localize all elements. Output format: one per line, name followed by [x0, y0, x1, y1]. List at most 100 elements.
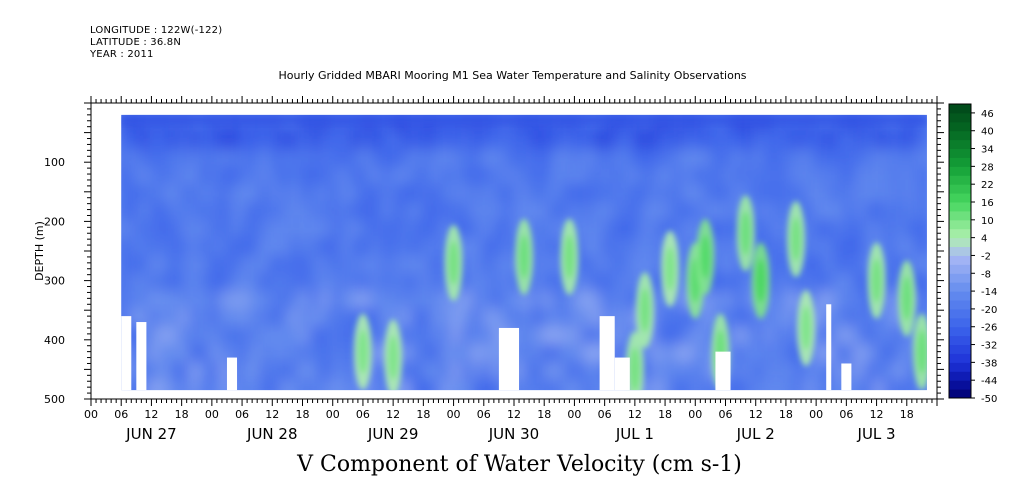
- colorbar-swatch: [949, 139, 971, 150]
- colorbar-swatch: [949, 255, 971, 265]
- colorbar-swatch: [949, 362, 971, 372]
- colorbar-swatch: [949, 371, 971, 381]
- x-tick-label: 00: [447, 408, 461, 421]
- field-cell: [420, 379, 437, 391]
- field-cell: [188, 379, 205, 391]
- colorbar-swatch: [949, 112, 971, 123]
- field-cell: [913, 237, 927, 259]
- field-cell: [329, 379, 346, 391]
- field-cell: [480, 379, 497, 391]
- field-cell: [289, 379, 306, 391]
- positive-patch-core: [519, 234, 530, 279]
- y-tick-label: 100: [44, 156, 65, 169]
- missing-block: [826, 304, 832, 391]
- x-tick-label: 18: [658, 408, 672, 421]
- colorbar-swatch: [949, 264, 971, 274]
- x-tick-label: 00: [84, 408, 98, 421]
- x-tick-label: 12: [628, 408, 642, 421]
- surface-band: [121, 114, 927, 125]
- x-tick-label: 18: [175, 408, 189, 421]
- x-tick-label: 06: [114, 408, 128, 421]
- field-cell: [450, 379, 467, 391]
- colorbar-swatch: [949, 335, 971, 346]
- field-cell: [913, 272, 927, 295]
- positive-patch-core: [791, 217, 801, 262]
- y-tick-label: 500: [44, 393, 65, 406]
- field-cell: [873, 379, 890, 391]
- field-cell: [652, 379, 669, 391]
- field-cell: [410, 379, 427, 391]
- colorbar-label: -8: [981, 269, 991, 280]
- field-cell: [692, 379, 709, 391]
- field-cell: [682, 379, 699, 391]
- colorbar-swatch: [949, 193, 971, 203]
- positive-patch-core: [901, 276, 912, 321]
- missing-block: [614, 357, 630, 391]
- y-tick-label: 300: [44, 275, 65, 288]
- field-cell: [662, 379, 679, 391]
- colorbar-swatch: [949, 308, 971, 319]
- x-tick-label: 00: [688, 408, 702, 421]
- positive-patch-core: [755, 258, 766, 303]
- positive-patch-core: [388, 335, 399, 380]
- positive-patch-core: [700, 234, 711, 279]
- missing-data: [121, 304, 852, 391]
- field-cell: [762, 379, 779, 391]
- positive-patch-core: [871, 258, 882, 303]
- field-cell: [913, 148, 927, 171]
- x-tick-label: 12: [870, 408, 884, 421]
- field-cell: [521, 379, 538, 391]
- colorbar-swatch: [949, 353, 971, 363]
- colorbar-label: -32: [981, 341, 997, 352]
- colorbar-frame: [948, 103, 972, 399]
- field-cell: [863, 379, 880, 391]
- field-cell: [913, 219, 927, 242]
- field-cell: [803, 379, 820, 391]
- longitude-label: LONGITUDE : 122W(-122): [90, 25, 223, 36]
- field-cell: [279, 379, 296, 391]
- chart-title: Hourly Gridded MBARI Mooring M1 Sea Wate…: [278, 69, 747, 82]
- x-axis: 00 06 12 18 00 06 12 18 00 06 12 18 00 06 12 18 00 06 12 18…: [84, 96, 938, 443]
- field-cell: [299, 379, 316, 391]
- latitude-label: LATITUDE : 36.8N: [90, 37, 182, 48]
- field-cell: [913, 130, 927, 153]
- field-cell: [168, 379, 185, 391]
- colorbar-swatch: [949, 184, 971, 194]
- x-tick-label: 06: [839, 408, 853, 421]
- field-cell: [239, 379, 256, 391]
- colorbar-swatch: [949, 166, 971, 176]
- x-tick-label: 12: [749, 408, 763, 421]
- positive-patch-core: [916, 329, 927, 374]
- x-tick-label: 12: [144, 408, 158, 421]
- velocity-heatmap: [121, 114, 927, 391]
- x-tick-label: 00: [326, 408, 340, 421]
- positive-patch-core: [801, 305, 812, 350]
- colorbar-swatch: [949, 157, 971, 167]
- colorbar-label: 22: [981, 180, 994, 191]
- missing-block: [226, 357, 238, 391]
- x-tick-label: 06: [477, 408, 491, 421]
- field-cell: [339, 379, 356, 391]
- field-cell: [148, 379, 165, 391]
- colorbar-swatch: [949, 175, 971, 185]
- field-cell: [702, 379, 719, 391]
- field-cell: [249, 379, 266, 391]
- field-cell: [178, 379, 195, 391]
- field-cell: [349, 379, 366, 391]
- colorbar-swatch: [949, 228, 971, 239]
- x-tick-label: 18: [900, 408, 914, 421]
- x-tick-label: 12: [386, 408, 400, 421]
- colorbar-label: -2: [981, 251, 991, 262]
- colorbar-swatch: [949, 148, 971, 158]
- x-tick-label: 06: [598, 408, 612, 421]
- colorbar-label: -38: [981, 358, 997, 369]
- colorbar-swatch: [949, 291, 971, 301]
- x-tick-label: 18: [416, 408, 430, 421]
- missing-block: [599, 316, 615, 391]
- colorbar-swatch: [949, 121, 971, 132]
- field-cell: [772, 379, 789, 391]
- colorbar-swatch: [949, 380, 971, 390]
- field-cell: [309, 379, 326, 391]
- field-cell: [732, 379, 749, 391]
- field-cell: [198, 379, 215, 391]
